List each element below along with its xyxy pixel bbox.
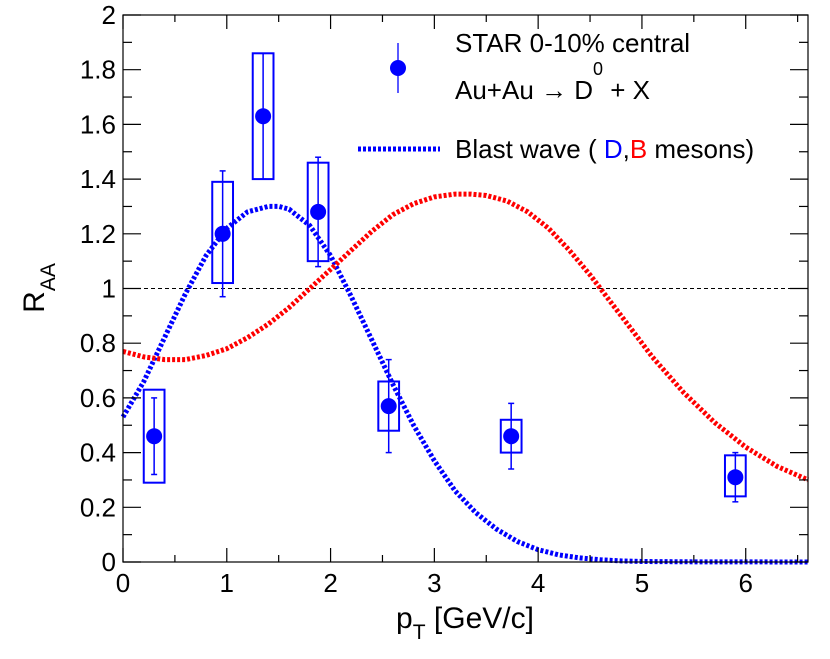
- x-axis-label: pT [GeV/c]: [396, 602, 534, 644]
- legend-data-label: STAR 0-10% central: [455, 28, 690, 58]
- x-tick-label: 0: [116, 568, 130, 598]
- legend-reaction-label: Au+Au → D0 + X: [455, 59, 650, 105]
- y-tick-label: 0.2: [80, 492, 116, 522]
- blast-wave-curve-d: [120, 203, 809, 565]
- data-point: [146, 428, 163, 445]
- y-tick-label: 1.2: [80, 219, 116, 249]
- x-tick-label: 1: [220, 568, 234, 598]
- y-tick-label: 0.6: [80, 383, 116, 413]
- curve-layer: [120, 191, 810, 565]
- legend: STAR 0-10% central Au+Au → D0 + X Blast …: [358, 28, 754, 164]
- data-point: [380, 398, 397, 415]
- data-points-layer: [142, 52, 747, 503]
- y-tick-label: 2: [102, 0, 116, 30]
- data-point: [214, 225, 231, 242]
- y-tick-label: 0: [102, 547, 116, 577]
- data-point: [255, 108, 272, 125]
- legend-curve-label: Blast wave ( D,B mesons): [455, 134, 754, 164]
- x-tick-label: 5: [635, 568, 649, 598]
- systematic-box: [142, 388, 166, 484]
- data-point: [310, 203, 327, 220]
- legend-marker: [390, 60, 406, 76]
- blast-wave-curve-b: [122, 191, 810, 483]
- axis-ticks-layer: 0 1 2 3 4 5 6 0 0.2 0.4 0.6 0.8 1 1.2 1.4 1.6 1.8 2: [80, 0, 808, 598]
- y-tick-label: 1.6: [80, 109, 116, 139]
- data-point: [503, 428, 520, 445]
- x-tick-label: 3: [427, 568, 441, 598]
- y-tick-label: 1: [102, 274, 116, 304]
- data-point: [727, 469, 744, 486]
- y-tick-label: 1.4: [80, 164, 116, 194]
- y-tick-label: 0.8: [80, 328, 116, 358]
- x-tick-label: 2: [323, 568, 337, 598]
- legend-b-label: B: [630, 134, 647, 164]
- y-tick-label: 0.4: [80, 438, 116, 468]
- legend-d-label: D: [604, 134, 623, 164]
- x-tick-label: 6: [738, 568, 752, 598]
- x-tick-label: 4: [531, 568, 545, 598]
- y-tick-label: 1.8: [80, 55, 116, 85]
- y-axis-label: RAA: [18, 263, 60, 313]
